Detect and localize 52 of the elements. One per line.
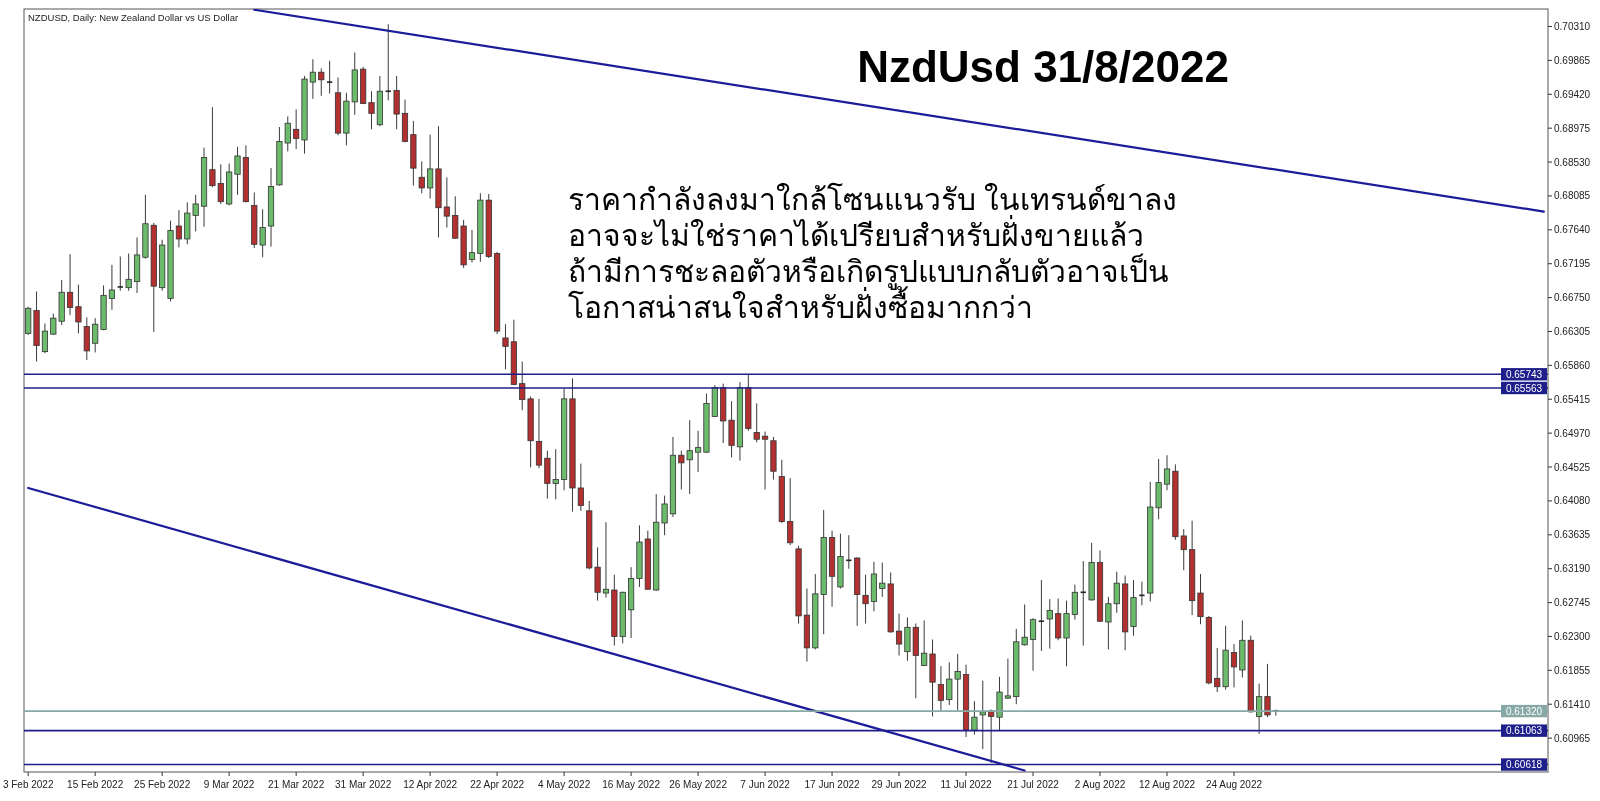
x-tick-label: 9 Mar 2022	[203, 779, 255, 790]
y-tick-label: 0.66305	[1554, 326, 1591, 337]
y-tick-label: 0.64080	[1554, 495, 1591, 507]
title: NzdUsd 31/8/2022	[857, 42, 1229, 91]
y-tick-label: 0.61410	[1554, 698, 1591, 710]
x-tick-label: 21 Jul 2022	[1007, 779, 1059, 790]
x-tick-label: 31 Mar 2022	[335, 779, 392, 790]
x-tick-label: 24 Aug 2022	[1205, 779, 1263, 790]
ref-label: 0.60618	[1501, 758, 1547, 771]
ref-label: 0.65743	[1501, 368, 1547, 381]
ref-line-label: 0.65743	[1505, 368, 1543, 380]
x-tick-label: 29 Jun 2022	[871, 779, 927, 790]
y-tick-label: 0.69420	[1554, 88, 1591, 100]
x-tick-label: 26 May 2022	[669, 779, 727, 790]
y-tick-label: 0.62745	[1554, 597, 1591, 609]
x-tick-label: 4 May 2022	[537, 779, 591, 790]
annotation: ราคากำลังลงมาใกล้โซนแนวรับ ในเทรนด์ขาลง อาจจะไม่ใช่ราคาได้เปรียบสำหรับฝั่งขายแล้ว ถ้ามีการชะลอตัวหรือเกิดรูปแบบกลับตัวอาจเป็น โอกาสน่าสนใจสำหรับฝั่งซื้อมากกว่า	[568, 181, 1179, 326]
y-tick-label: 0.67640	[1554, 224, 1591, 236]
y-tick-label: 0.67195	[1554, 258, 1591, 270]
y-tick-label: 0.62300	[1554, 630, 1591, 642]
x-tick-label: 2 Aug 2022	[1074, 779, 1126, 790]
x-tick-label: 17 Jun 2022	[804, 779, 860, 790]
y-tick-label: 0.68530	[1554, 156, 1591, 168]
x-tick-label: 12 Apr 2022	[403, 779, 458, 790]
ref-line-label: 0.65563	[1505, 382, 1543, 394]
y-tick-label: 0.70310	[1554, 21, 1591, 32]
x-tick-label: 12 Aug 2022	[1138, 779, 1196, 790]
x-tick-label: 21 Mar 2022	[268, 779, 325, 790]
y-tick-label: 0.65860	[1554, 359, 1591, 371]
y-tick-label: 0.68975	[1554, 122, 1591, 134]
ref-label: 0.61063	[1501, 724, 1547, 737]
y-tick-label: 0.63190	[1554, 563, 1591, 575]
y-tick-label: 0.60965	[1554, 732, 1591, 744]
ref-line-label: 0.60618	[1505, 759, 1543, 771]
x-tick-label: 3 Feb 2022	[2, 779, 54, 790]
x-tick-label: 16 May 2022	[602, 779, 660, 790]
y-tick-label: 0.65415	[1554, 393, 1591, 405]
y-tick-label: 0.63635	[1554, 529, 1591, 541]
subtitle: NZDUSD, Daily: New Zealand Dollar vs US Dollar	[28, 12, 239, 23]
y-tick-label: 0.69865	[1554, 54, 1591, 66]
y-tick-label: 0.61855	[1554, 664, 1591, 676]
x-tick-label: 25 Feb 2022	[134, 779, 191, 790]
x-tick-label: 7 Jun 2022	[740, 779, 790, 790]
ref-line-label: 0.61063	[1505, 725, 1543, 737]
y-tick-label: 0.66750	[1554, 292, 1591, 304]
y-tick-label: 0.64970	[1554, 427, 1591, 439]
ref-line-label: 0.61320	[1505, 705, 1543, 717]
y-tick-label: 0.64525	[1554, 461, 1591, 473]
x-tick-label: 11 Jul 2022	[940, 779, 992, 790]
x-tick-label: 15 Feb 2022	[67, 779, 124, 790]
x-tick-label: 22 Apr 2022	[470, 779, 525, 790]
y-tick-label: 0.68085	[1554, 190, 1591, 202]
